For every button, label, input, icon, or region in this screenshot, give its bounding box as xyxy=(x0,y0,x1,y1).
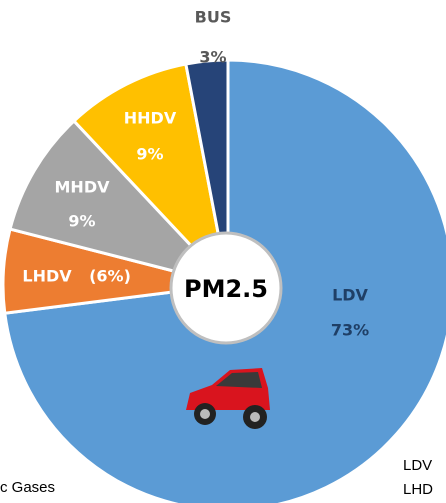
value-label: (6%) xyxy=(89,267,131,286)
fragment-text: LHD xyxy=(403,481,433,498)
slice-label: BUS xyxy=(195,8,232,27)
value-label: 9% xyxy=(136,145,163,164)
slice-label: MHDV xyxy=(55,178,111,197)
slice-label: LDV xyxy=(332,286,368,305)
value-label: 73% xyxy=(331,321,369,340)
value-label: 3% xyxy=(199,48,226,67)
center-label: PM2.5 xyxy=(184,275,268,303)
value-label: 9% xyxy=(68,212,95,231)
chart: PM2.5 BUS 3% HHDV 9% MHDV 9% LHDV (6%) L… xyxy=(0,0,446,503)
slice-label: HHDV xyxy=(124,109,177,128)
slice-label: LHDV xyxy=(22,267,72,286)
fragment-text: c Gases xyxy=(0,479,55,496)
fragment-text: LDV xyxy=(403,457,432,474)
